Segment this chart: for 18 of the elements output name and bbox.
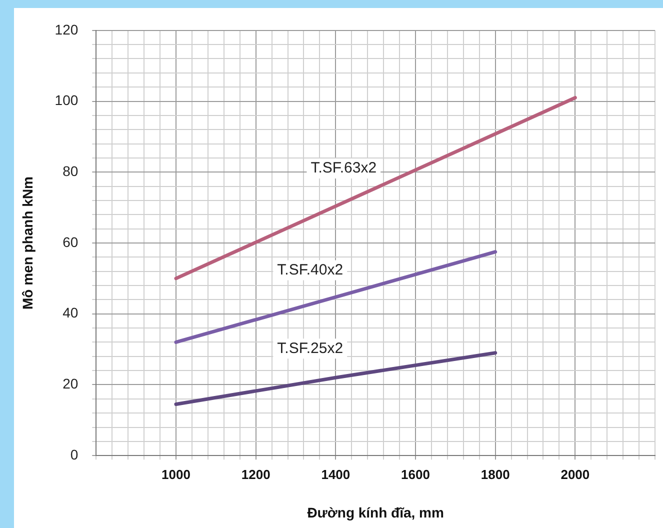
x-tick-label: 2000 — [560, 466, 590, 482]
y-tick-label: 0 — [70, 446, 78, 462]
x-tick-label: 1600 — [401, 466, 430, 482]
y-tick-label: 20 — [62, 376, 78, 392]
series-label: T.SF.40x2 — [277, 261, 344, 278]
y-tick-label: 80 — [62, 162, 78, 179]
y-tick-label: 100 — [54, 92, 78, 108]
series-label: T.SF.63x2 — [310, 160, 377, 177]
x-tick-label: 1400 — [321, 466, 350, 482]
x-tick-label: 1200 — [241, 466, 270, 482]
x-axis-title: Đường kính đĩa, mm — [307, 504, 444, 520]
x-tick-label: 1800 — [480, 466, 510, 482]
series-label: T.SF.25x2 — [277, 340, 344, 357]
x-tick-label: 1000 — [162, 466, 190, 482]
y-tick-label: 120 — [54, 21, 78, 38]
y-tick-label: 40 — [62, 304, 78, 321]
y-tick-label: 60 — [62, 234, 78, 250]
y-axis-title: Mô men phanh kNm — [19, 176, 36, 310]
